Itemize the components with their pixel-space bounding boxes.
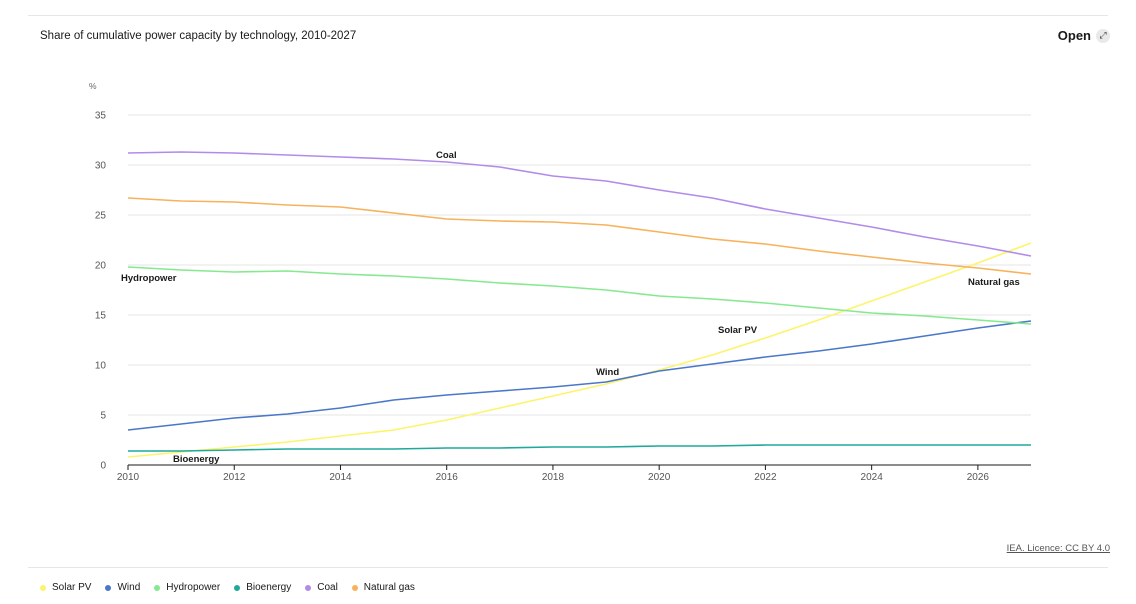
x-tick-label: 2026 xyxy=(967,472,990,483)
chart-title: Share of cumulative power capacity by te… xyxy=(40,30,357,42)
grid-layer xyxy=(128,114,1031,416)
legend-swatch xyxy=(305,584,312,591)
y-tick-label: 25 xyxy=(95,211,107,222)
legend-item-coal[interactable]: Coal xyxy=(305,582,338,593)
series-line-wind[interactable] xyxy=(127,320,1032,431)
series-label-natural-gas: Natural gas xyxy=(968,277,1020,288)
y-tick-label: 5 xyxy=(100,411,106,422)
legend-item-natural-gas[interactable]: Natural gas xyxy=(351,582,415,593)
legend-label: Wind xyxy=(117,582,141,593)
x-tick-label: 2010 xyxy=(117,472,140,483)
legend-label: Natural gas xyxy=(363,582,415,593)
series-line-hydropower[interactable] xyxy=(127,266,1032,325)
y-tick-label: 15 xyxy=(95,311,107,322)
line-chart: % 0 5 10 15 20 25 30 35 2010 2012 2014 2016 2018 2020 2… xyxy=(89,81,1032,483)
axis-layer: % 0 5 10 15 20 25 30 35 2010 2012 2014 2016 2018 2020 2… xyxy=(89,81,1031,483)
y-tick-label: 10 xyxy=(95,361,107,372)
legend-label: Coal xyxy=(317,582,338,593)
legend-item-bioenergy[interactable]: Bioenergy xyxy=(234,582,291,593)
series-line-bioenergy[interactable] xyxy=(128,444,1031,452)
series-label-coal: Coal xyxy=(436,150,457,161)
legend-swatch xyxy=(351,584,358,591)
chart-legend: Solar PV Wind Hydropower Bioenergy Coal Natur… xyxy=(40,582,415,593)
legend-swatch xyxy=(40,584,46,591)
x-tick-label: 2024 xyxy=(861,472,884,483)
x-tick-label: 2022 xyxy=(754,472,777,483)
y-tick-label: 30 xyxy=(95,161,107,172)
legend-swatch xyxy=(105,584,112,591)
x-tick-label: 2016 xyxy=(436,472,459,483)
legend-item-hydropower[interactable]: Hydropower xyxy=(154,582,220,593)
source-licence-link[interactable]: IEA. Licence: CC BY 4.0 xyxy=(1006,543,1110,554)
bottom-divider xyxy=(28,567,1108,568)
legend-swatch xyxy=(234,584,241,591)
y-axis-unit-label: % xyxy=(89,81,97,91)
series-layer xyxy=(127,151,1032,458)
series-label-solar-pv: Solar PV xyxy=(718,325,758,336)
y-tick-label: 35 xyxy=(95,111,107,122)
legend-label: Solar PV xyxy=(52,582,92,593)
y-tick-label: 20 xyxy=(95,261,107,272)
series-label-bioenergy: Bioenergy xyxy=(173,454,220,465)
open-button-label: Open xyxy=(1057,28,1091,43)
series-label-hydropower: Hydropower xyxy=(121,273,177,284)
series-label-wind: Wind xyxy=(596,367,619,378)
open-button[interactable]: Open ⤢ xyxy=(1058,28,1110,43)
legend-item-solar-pv[interactable]: Solar PV xyxy=(40,582,91,593)
series-line-coal[interactable] xyxy=(127,151,1032,257)
legend-label: Hydropower xyxy=(166,582,221,593)
legend-swatch xyxy=(154,584,161,591)
x-tick-label: 2018 xyxy=(542,472,565,483)
series-line-natural-gas[interactable] xyxy=(127,197,1032,275)
x-tick-label: 2020 xyxy=(648,472,671,483)
series-label-layer: Solar PV Wind Hydropower Bioenergy Coal Natur… xyxy=(121,150,1020,465)
legend-item-wind[interactable]: Wind xyxy=(105,582,140,593)
top-divider xyxy=(28,15,1108,16)
y-tick-label: 0 xyxy=(100,461,106,472)
x-tick-label: 2014 xyxy=(329,472,352,483)
x-tick-label: 2012 xyxy=(223,472,246,483)
legend-label: Bioenergy xyxy=(246,582,292,593)
expand-icon: ⤢ xyxy=(1096,28,1110,43)
series-line-solar-pv[interactable] xyxy=(127,242,1032,458)
